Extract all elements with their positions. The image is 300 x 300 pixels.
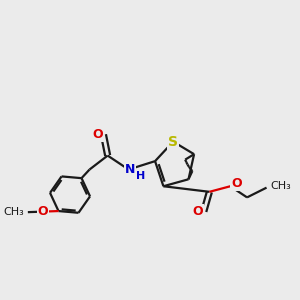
Text: CH₃: CH₃ [3, 207, 24, 217]
Text: CH₃: CH₃ [270, 181, 291, 191]
Text: H: H [136, 171, 145, 181]
Text: S: S [168, 135, 178, 148]
Text: O: O [231, 177, 242, 190]
Text: O: O [192, 205, 203, 218]
Text: O: O [38, 205, 49, 218]
Text: O: O [92, 128, 103, 141]
Text: N: N [125, 163, 135, 176]
